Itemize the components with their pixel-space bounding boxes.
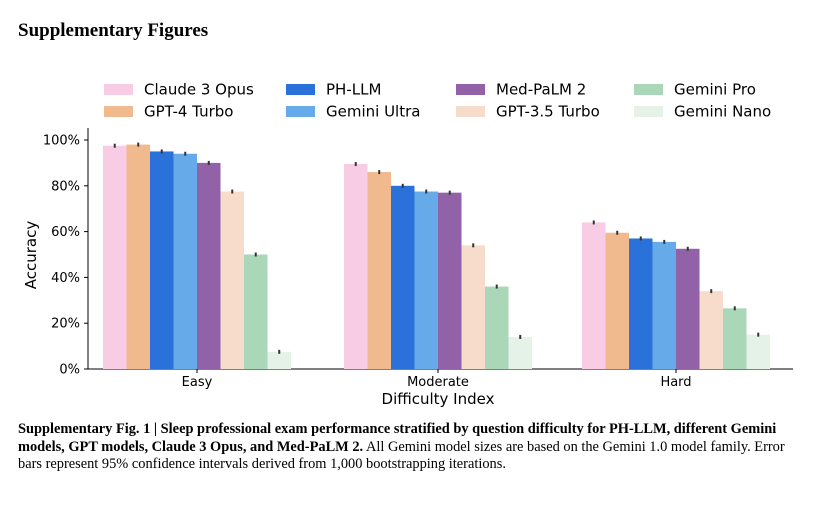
legend-swatch (104, 84, 133, 95)
chart-axes: 0% 20% 40% 60% 80% 100% Easy Moderate Hard (43, 128, 793, 390)
bar (414, 191, 438, 369)
caption-body: All Gemini model sizes are based on the … (18, 438, 785, 473)
legend-swatch (286, 106, 315, 117)
legend-label: Med-PaLM 2 (496, 81, 586, 99)
legend-swatch (634, 106, 663, 117)
legend-label: GPT-4 Turbo (144, 103, 233, 121)
legend-label: Gemini Nano (674, 103, 771, 121)
legend-swatch (286, 84, 315, 95)
bar (244, 254, 268, 369)
y-tick-label: 100% (43, 134, 80, 149)
bar (485, 286, 509, 369)
legend-label: GPT-3.5 Turbo (496, 103, 600, 121)
x-tick-label: Moderate (407, 375, 469, 390)
y-tick-label: 80% (51, 179, 80, 194)
bar (629, 238, 653, 369)
accuracy-bar-chart: Claude 3 Opus GPT-4 Turbo PH-LLM Gemini Ult… (22, 81, 793, 408)
bar (699, 291, 723, 369)
x-axis-label: Difficulty Index (382, 390, 495, 408)
bar (173, 153, 197, 369)
x-tick-label: Hard (660, 375, 691, 390)
legend-label: Gemini Pro (674, 81, 756, 99)
y-tick-label: 40% (51, 271, 80, 286)
bar (197, 162, 221, 369)
caption-label: Supplementary Fig. 1 | Sleep professiona… (18, 421, 777, 455)
bar (391, 185, 415, 369)
bar (267, 351, 291, 369)
legend-swatch (456, 84, 485, 95)
legend-swatch (456, 106, 485, 117)
bar (126, 144, 150, 369)
chart-legend: Claude 3 Opus GPT-4 Turbo PH-LLM Gemini Ult… (104, 81, 771, 121)
legend-swatch (104, 106, 133, 117)
bar (150, 151, 174, 369)
bar (344, 164, 368, 369)
figure-caption: Supplementary Fig. 1 | Sleep professiona… (18, 421, 808, 474)
legend-label: PH-LLM (326, 81, 381, 99)
y-axis-label: Accuracy (22, 221, 40, 290)
bar (676, 248, 700, 369)
x-tick-label: Easy (182, 375, 213, 390)
bar (652, 241, 676, 369)
bar (220, 191, 244, 369)
bar (438, 192, 462, 369)
y-tick-label: 60% (51, 225, 80, 240)
y-tick-label: 20% (51, 317, 80, 332)
bar (461, 245, 485, 369)
legend-label: Gemini Ultra (326, 103, 420, 121)
y-tick-label: 0% (59, 363, 80, 378)
legend-swatch (634, 84, 663, 95)
chart-bars (103, 142, 770, 369)
bar (723, 308, 747, 369)
bar (103, 145, 127, 369)
bar (746, 334, 770, 369)
section-title: Supplementary Figures (18, 20, 209, 41)
bar (582, 222, 606, 369)
legend-label: Claude 3 Opus (144, 81, 254, 99)
bar (367, 172, 391, 369)
bar (605, 232, 629, 369)
bar (508, 336, 532, 369)
